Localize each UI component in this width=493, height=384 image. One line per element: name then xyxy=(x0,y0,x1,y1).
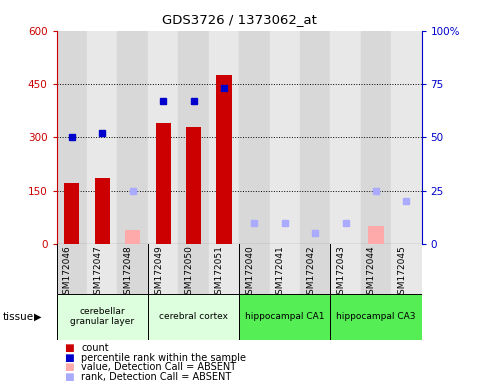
Bar xyxy=(178,244,209,294)
Text: GSM172044: GSM172044 xyxy=(367,245,376,300)
Bar xyxy=(270,31,300,244)
Text: cerebral cortex: cerebral cortex xyxy=(159,312,228,321)
Bar xyxy=(178,31,209,244)
Text: ■: ■ xyxy=(64,353,74,362)
Bar xyxy=(239,244,270,294)
Bar xyxy=(57,31,87,244)
Text: hippocampal CA1: hippocampal CA1 xyxy=(245,312,324,321)
Bar xyxy=(209,244,239,294)
Bar xyxy=(368,226,384,244)
Text: GSM172049: GSM172049 xyxy=(154,245,163,300)
Text: GSM172042: GSM172042 xyxy=(306,245,315,300)
Text: hippocampal CA3: hippocampal CA3 xyxy=(336,312,416,321)
Bar xyxy=(57,294,148,340)
Text: ■: ■ xyxy=(64,372,74,382)
Text: GSM172041: GSM172041 xyxy=(276,245,284,300)
Bar xyxy=(125,230,141,244)
Text: GSM172050: GSM172050 xyxy=(184,245,193,300)
Bar xyxy=(186,127,201,244)
Bar xyxy=(391,244,422,294)
Text: ■: ■ xyxy=(64,343,74,353)
Text: GSM172040: GSM172040 xyxy=(246,245,254,300)
Text: percentile rank within the sample: percentile rank within the sample xyxy=(81,353,246,362)
Bar xyxy=(330,31,361,244)
Bar xyxy=(216,75,232,244)
Bar xyxy=(95,178,110,244)
Bar xyxy=(300,244,330,294)
Bar xyxy=(300,31,330,244)
Text: GDS3726 / 1373062_at: GDS3726 / 1373062_at xyxy=(162,13,317,26)
Text: ■: ■ xyxy=(64,362,74,372)
Bar xyxy=(148,294,239,340)
Bar xyxy=(239,31,270,244)
Text: rank, Detection Call = ABSENT: rank, Detection Call = ABSENT xyxy=(81,372,232,382)
Bar xyxy=(330,244,361,294)
Text: tissue: tissue xyxy=(2,312,34,322)
Bar xyxy=(57,244,87,294)
Bar xyxy=(391,31,422,244)
Text: GSM172047: GSM172047 xyxy=(93,245,102,300)
Bar xyxy=(270,244,300,294)
Text: cerebellar
granular layer: cerebellar granular layer xyxy=(70,307,135,326)
Text: ▶: ▶ xyxy=(34,312,41,322)
Bar xyxy=(117,31,148,244)
Bar xyxy=(117,244,148,294)
Text: GSM172045: GSM172045 xyxy=(397,245,406,300)
Bar xyxy=(64,184,79,244)
Bar xyxy=(87,244,117,294)
Text: GSM172048: GSM172048 xyxy=(124,245,133,300)
Bar xyxy=(155,123,171,244)
Text: value, Detection Call = ABSENT: value, Detection Call = ABSENT xyxy=(81,362,237,372)
Text: GSM172046: GSM172046 xyxy=(63,245,72,300)
Text: count: count xyxy=(81,343,109,353)
Bar xyxy=(330,294,422,340)
Bar xyxy=(87,31,117,244)
Bar xyxy=(361,31,391,244)
Text: GSM172043: GSM172043 xyxy=(337,245,346,300)
Bar xyxy=(239,294,330,340)
Bar xyxy=(361,244,391,294)
Bar xyxy=(148,31,178,244)
Bar xyxy=(209,31,239,244)
Text: GSM172051: GSM172051 xyxy=(215,245,224,300)
Bar xyxy=(148,244,178,294)
